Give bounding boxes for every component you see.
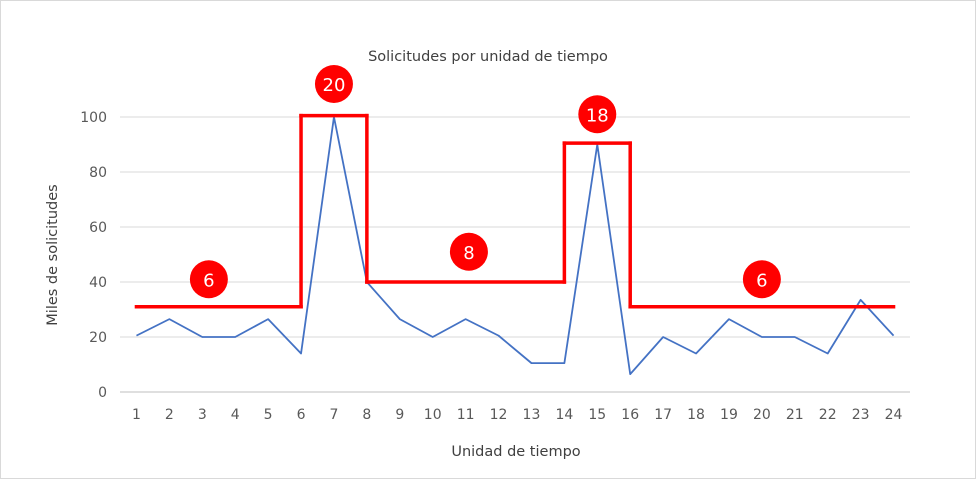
gridlines	[120, 116, 910, 393]
annotation-badges: 6 20 8 18 6	[189, 65, 781, 299]
annotation-badge	[578, 95, 617, 134]
x-tick-label: 24	[885, 407, 903, 423]
x-tick-label: 7	[329, 407, 338, 423]
annotation-badge	[189, 260, 228, 299]
x-axis-title: Unidad de tiempo	[451, 444, 580, 460]
chart-title: Solicitudes por unidad de tiempo	[368, 49, 608, 65]
x-tick-label: 11	[457, 407, 475, 423]
y-tick-label: 80	[89, 165, 107, 181]
x-tick-label: 1	[132, 407, 141, 423]
annotation-badge	[314, 65, 353, 103]
x-tick-label: 20	[753, 407, 771, 423]
x-tick-label: 21	[786, 407, 804, 423]
annotation-badge-label: 8	[463, 243, 474, 264]
series-line	[136, 116, 895, 376]
annotation-badge-label: 20	[323, 75, 346, 96]
y-axis-ticks: 0 20 40 60 80 100	[80, 110, 107, 401]
x-tick-label: 14	[555, 407, 573, 423]
x-tick-label: 19	[720, 407, 738, 423]
x-tick-label: 3	[198, 407, 207, 423]
annotation-steps	[134, 113, 896, 309]
annotation-badge-label: 18	[586, 105, 609, 126]
x-tick-label: 9	[395, 407, 404, 423]
y-tick-label: 0	[98, 385, 107, 401]
x-tick-label: 8	[362, 407, 371, 423]
x-tick-label: 17	[654, 407, 672, 423]
x-tick-label: 2	[165, 407, 174, 423]
annotation-badge-label: 6	[203, 270, 214, 291]
x-tick-label: 18	[687, 407, 705, 423]
y-axis-title: Miles de solicitudes	[45, 184, 61, 325]
annotation-badge	[449, 232, 488, 271]
x-tick-label: 16	[621, 407, 639, 423]
x-axis-ticks: 1 2 3 4 5 6 7 8 9 10 11 12 13 14 15 16 17 18 19 20 21 22 23 24	[132, 407, 903, 423]
y-tick-label: 20	[89, 330, 107, 346]
x-tick-label: 6	[297, 407, 306, 423]
x-tick-label: 15	[588, 407, 606, 423]
y-tick-label: 40	[89, 275, 107, 291]
x-tick-label: 10	[424, 407, 442, 423]
x-tick-label: 5	[264, 407, 273, 423]
annotation-badge	[742, 260, 781, 299]
y-tick-label: 100	[80, 110, 107, 126]
x-tick-label: 4	[231, 407, 240, 423]
x-tick-label: 23	[852, 407, 870, 423]
x-tick-label: 13	[523, 407, 541, 423]
x-tick-label: 12	[490, 407, 508, 423]
x-tick-label: 22	[819, 407, 837, 423]
y-tick-label: 60	[89, 220, 107, 236]
annotation-badge-label: 6	[756, 270, 767, 291]
